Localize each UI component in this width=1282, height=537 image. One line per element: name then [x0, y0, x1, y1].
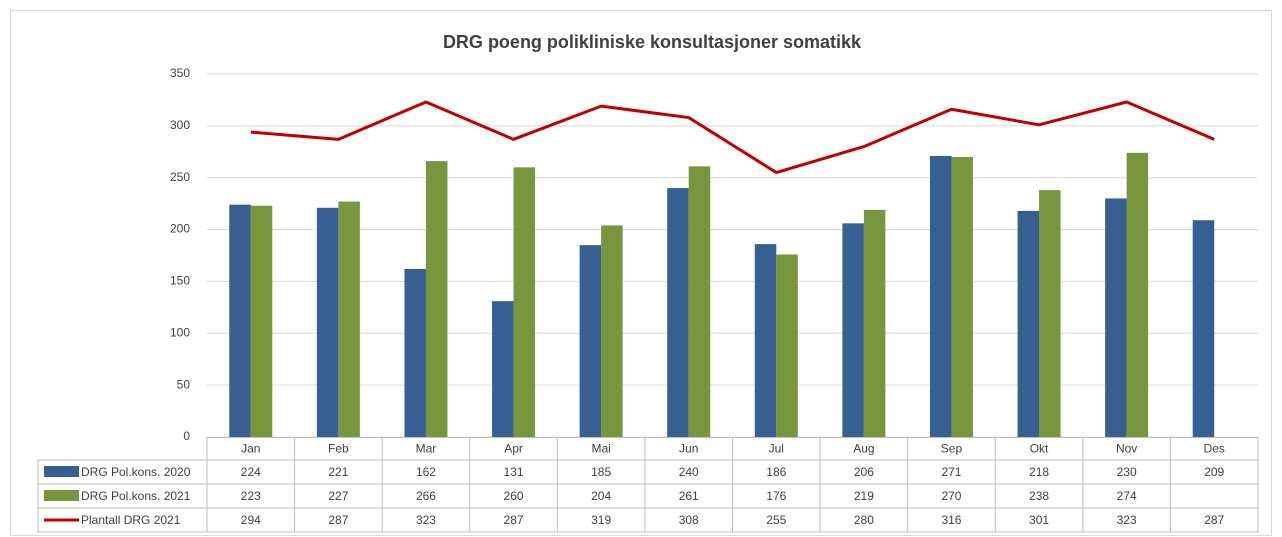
bar — [1192, 220, 1215, 437]
y-tick-label: 150 — [170, 274, 190, 288]
table-value: 209 — [1204, 465, 1224, 479]
bar — [863, 209, 886, 437]
table-value: 162 — [416, 465, 436, 479]
y-tick-label: 200 — [170, 222, 190, 236]
x-tick-label: Apr — [504, 442, 523, 456]
x-tick-label: Jun — [679, 442, 698, 456]
table-value: 221 — [328, 465, 348, 479]
x-tick-label: Jul — [769, 442, 784, 456]
table-value: 219 — [854, 489, 874, 503]
x-tick-label: Okt — [1030, 442, 1049, 456]
table-value: 323 — [416, 513, 436, 527]
bar — [229, 204, 251, 437]
table-value: 270 — [941, 489, 961, 503]
bar — [842, 223, 864, 437]
y-tick-label: 250 — [170, 170, 190, 184]
legend-label: DRG Pol.kons. 2021 — [81, 489, 191, 503]
table-value: 185 — [591, 465, 611, 479]
y-tick-label: 100 — [170, 325, 190, 339]
bar — [929, 155, 952, 438]
table-value: 266 — [416, 489, 436, 503]
table-value: 255 — [766, 513, 786, 527]
x-tick-label: Nov — [1116, 442, 1137, 456]
bar — [425, 161, 448, 437]
y-tick-label: 0 — [183, 429, 190, 443]
x-tick-label: Mar — [416, 442, 437, 456]
bar — [667, 188, 689, 437]
table-value: 186 — [766, 465, 786, 479]
bar — [688, 166, 711, 437]
table-value: 230 — [1117, 465, 1137, 479]
bar — [579, 245, 602, 437]
bar — [754, 244, 777, 437]
bar — [513, 167, 536, 438]
bar — [1017, 210, 1040, 437]
table-value: 280 — [854, 513, 874, 527]
bar — [492, 301, 514, 437]
table-value: 287 — [328, 513, 348, 527]
table-value: 271 — [941, 465, 961, 479]
table-value: 319 — [591, 513, 611, 527]
table-value: 176 — [766, 489, 786, 503]
bar — [1105, 198, 1127, 437]
legend-key — [44, 490, 79, 501]
y-tick-label: 300 — [170, 118, 190, 132]
line — [250, 100, 1215, 175]
bar — [951, 156, 973, 437]
bar — [250, 205, 273, 437]
table-value: 206 — [854, 465, 874, 479]
x-tick-label: Mai — [591, 442, 610, 456]
bar — [1126, 152, 1149, 437]
bar — [601, 225, 623, 437]
table-value: 287 — [504, 513, 524, 527]
table-value: 261 — [679, 489, 699, 503]
table-value: 131 — [504, 465, 524, 479]
y-tick-label: 350 — [170, 66, 190, 80]
table-value: 294 — [241, 513, 261, 527]
x-tick-label: Feb — [328, 442, 349, 456]
y-tick-label: 50 — [177, 377, 191, 391]
table-value: 204 — [591, 489, 611, 503]
table-value: 301 — [1029, 513, 1049, 527]
table-value: 260 — [504, 489, 524, 503]
bar — [316, 207, 339, 437]
x-tick-label: Aug — [853, 442, 874, 456]
chart-title: DRG poeng polikliniske konsultasjoner so… — [443, 32, 862, 52]
x-tick-label: Jan — [241, 442, 260, 456]
x-tick-label: Des — [1204, 442, 1225, 456]
bar — [776, 254, 798, 437]
chart-border — [10, 10, 1272, 536]
table-value: 224 — [241, 465, 261, 479]
table-value: 323 — [1117, 513, 1137, 527]
table-value: 316 — [941, 513, 961, 527]
table-value: 218 — [1029, 465, 1049, 479]
legend-label: DRG Pol.kons. 2020 — [81, 465, 191, 479]
table-value: 227 — [328, 489, 348, 503]
table-value: 274 — [1117, 489, 1137, 503]
table-value: 240 — [679, 465, 699, 479]
table-value: 223 — [241, 489, 261, 503]
table-value: 287 — [1204, 513, 1224, 527]
bar — [1039, 190, 1061, 437]
legend-key — [44, 466, 79, 477]
x-tick-label: Sep — [941, 442, 963, 456]
legend-label: Plantall DRG 2021 — [81, 513, 181, 527]
bar — [404, 268, 426, 437]
table-value: 238 — [1029, 489, 1049, 503]
bar — [338, 201, 360, 437]
table-value: 308 — [679, 513, 699, 527]
